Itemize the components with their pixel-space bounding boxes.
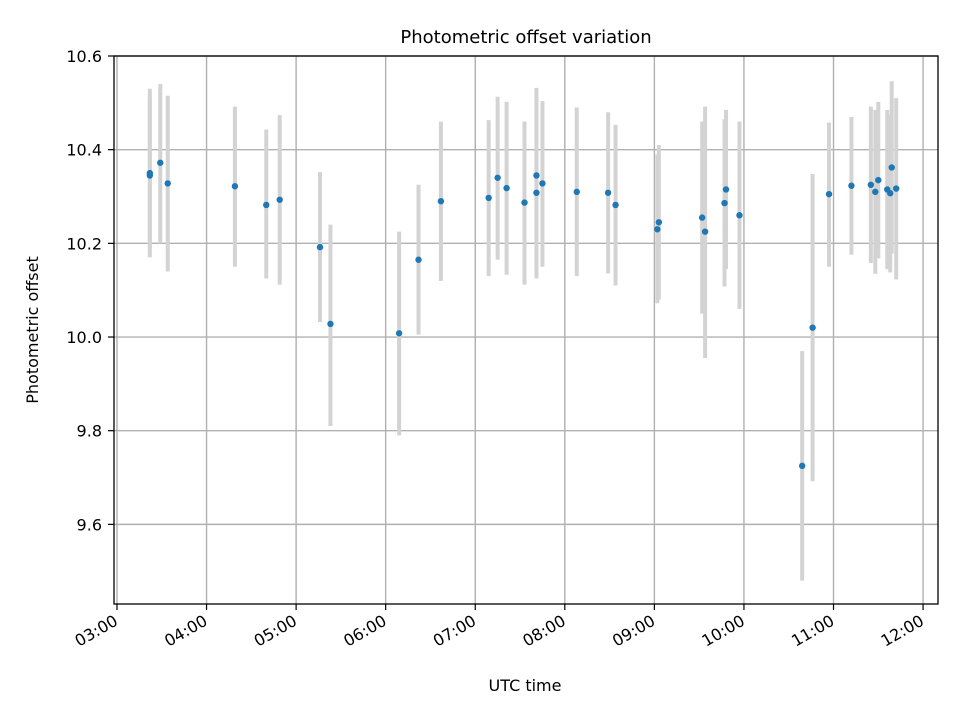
data-point bbox=[798, 462, 806, 470]
data-point bbox=[825, 190, 833, 198]
y-tick-label: 10.2 bbox=[66, 234, 102, 253]
y-tick-label: 9.6 bbox=[77, 515, 102, 534]
data-point bbox=[437, 197, 445, 205]
data-point bbox=[485, 194, 492, 202]
x-tick-label: 10:00 bbox=[699, 611, 748, 651]
data-point bbox=[848, 182, 855, 189]
x-tick-label: 11:00 bbox=[788, 611, 837, 651]
data-point bbox=[736, 212, 743, 219]
error-bars bbox=[147, 81, 899, 581]
data-point bbox=[893, 185, 900, 192]
data-point bbox=[809, 324, 816, 331]
data-point bbox=[415, 256, 422, 263]
data-point bbox=[721, 199, 728, 207]
data-point bbox=[263, 201, 270, 209]
data-point bbox=[888, 164, 895, 171]
data-point bbox=[875, 176, 882, 184]
y-axis-ticks: 9.6 9.8 10.0 10.2 10.4 10.6 bbox=[66, 47, 114, 534]
x-tick-label: 04:00 bbox=[161, 611, 210, 651]
data-point bbox=[887, 190, 894, 197]
y-tick-label: 10.0 bbox=[66, 328, 102, 347]
data-points bbox=[146, 159, 900, 470]
data-point bbox=[655, 219, 663, 226]
data-point bbox=[698, 214, 706, 221]
data-point bbox=[503, 184, 510, 192]
chart-title: Photometric offset variation bbox=[400, 27, 651, 48]
data-point bbox=[867, 181, 875, 189]
data-point bbox=[539, 180, 546, 187]
x-tick-label: 07:00 bbox=[430, 611, 479, 651]
data-point bbox=[573, 188, 580, 196]
data-point bbox=[146, 169, 154, 177]
data-point bbox=[533, 189, 540, 196]
data-point bbox=[276, 196, 283, 203]
data-point bbox=[316, 243, 324, 251]
data-point bbox=[231, 183, 239, 190]
x-tick-label: 12:00 bbox=[878, 611, 927, 651]
data-point bbox=[722, 186, 730, 193]
y-tick-label: 10.6 bbox=[66, 47, 102, 66]
y-axis-label: Photometric offset bbox=[23, 256, 42, 404]
data-point bbox=[701, 228, 709, 235]
data-point bbox=[612, 201, 619, 209]
data-point bbox=[521, 199, 528, 206]
data-point bbox=[494, 174, 501, 181]
x-tick-label: 08:00 bbox=[519, 611, 568, 651]
data-point bbox=[327, 320, 334, 328]
x-tick-label: 06:00 bbox=[340, 611, 389, 651]
data-point bbox=[872, 188, 879, 196]
data-point bbox=[157, 159, 164, 166]
x-axis-label: UTC time bbox=[489, 676, 562, 695]
y-tick-label: 10.4 bbox=[66, 141, 102, 160]
data-point bbox=[533, 172, 540, 179]
data-point bbox=[395, 330, 403, 337]
data-point bbox=[604, 189, 612, 196]
y-tick-label: 9.8 bbox=[77, 422, 102, 441]
plot-frame bbox=[113, 55, 939, 605]
x-tick-label: 09:00 bbox=[609, 611, 658, 651]
x-tick-label: 03:00 bbox=[72, 611, 121, 651]
x-tick-label: 05:00 bbox=[251, 611, 300, 651]
data-point bbox=[164, 180, 171, 187]
data-point bbox=[654, 226, 661, 233]
x-axis-ticks: 03:00 04:00 05:00 06:00 07:00 08:00 09:00 10:00… bbox=[72, 604, 927, 651]
